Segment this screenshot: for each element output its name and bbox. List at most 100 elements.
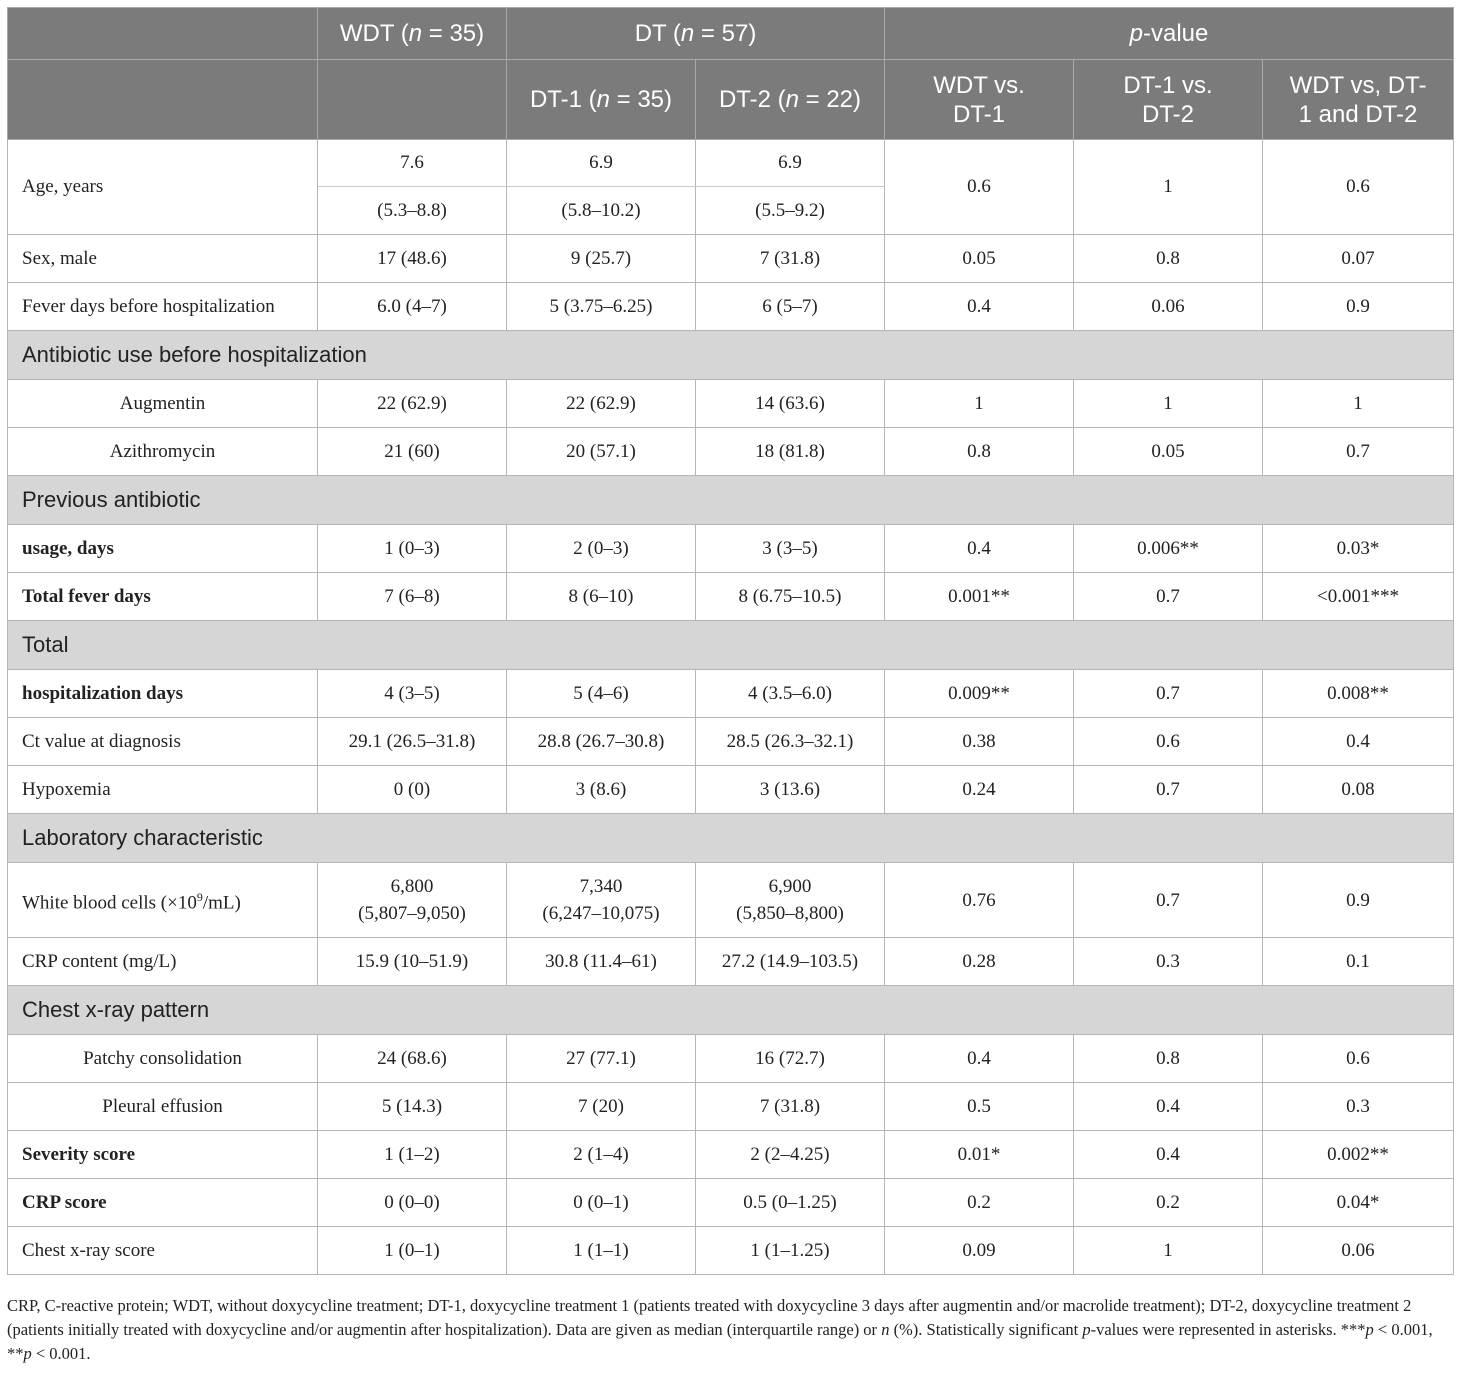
table-row: hospitalization days 4 (3–5) 5 (4–6) 4 (… xyxy=(7,669,1454,718)
cell: 0.9 xyxy=(1262,282,1454,331)
cell: 0.4 xyxy=(884,524,1074,573)
cell: 0.05 xyxy=(1073,427,1263,476)
section-row: Previous antibiotic xyxy=(7,475,1454,525)
cell-age-p2: 1 xyxy=(1073,139,1263,235)
cell: 17 (48.6) xyxy=(317,234,507,283)
cell: 0.7 xyxy=(1073,572,1263,621)
cell: 0.3 xyxy=(1073,937,1263,986)
header-wdt: WDT (n = 35) xyxy=(317,7,507,60)
header-blank-3 xyxy=(317,59,507,140)
cell: 24 (68.6) xyxy=(317,1034,507,1083)
cell: 0.009** xyxy=(884,669,1074,718)
cell: 2 (2–4.25) xyxy=(695,1130,885,1179)
cell: 8 (6–10) xyxy=(506,572,696,621)
cell: 0.3 xyxy=(1262,1082,1454,1131)
cell: 0.28 xyxy=(884,937,1074,986)
section-heading-lab: Laboratory characteristic xyxy=(7,813,1454,863)
cell: 28.8 (26.7–30.8) xyxy=(506,717,696,766)
cell: 0.04* xyxy=(1262,1178,1454,1227)
table-row: Hypoxemia 0 (0) 3 (8.6) 3 (13.6) 0.24 0.… xyxy=(7,765,1454,814)
header-p-dt1-dt2: DT-1 vs. DT-2 xyxy=(1073,59,1263,140)
cell: 0.05 xyxy=(884,234,1074,283)
section-row: Total xyxy=(7,620,1454,670)
cell-age-p1: 0.6 xyxy=(884,139,1074,235)
row-label: CRP content (mg/L) xyxy=(7,937,318,986)
row-label: Azithromycin xyxy=(7,427,318,476)
cell: 29.1 (26.5–31.8) xyxy=(317,717,507,766)
cell: 27.2 (14.9–103.5) xyxy=(695,937,885,986)
table-row: Augmentin 22 (62.9) 22 (62.9) 14 (63.6) … xyxy=(7,379,1454,428)
cell: 0.7 xyxy=(1262,427,1454,476)
header-p-wdt-dt1: WDT vs. DT-1 xyxy=(884,59,1074,140)
row-label: Total fever days xyxy=(7,572,318,621)
row-label: Fever days before hospitalization xyxy=(7,282,318,331)
cell: 8 (6.75–10.5) xyxy=(695,572,885,621)
cell: 0.002** xyxy=(1262,1130,1454,1179)
cell: 0.5 xyxy=(884,1082,1074,1131)
cell: 9 (25.7) xyxy=(506,234,696,283)
cell: 0.03* xyxy=(1262,524,1454,573)
row-label: CRP score xyxy=(7,1178,318,1227)
cell-age-dt1-median: 6.9 xyxy=(506,139,696,187)
row-label: Severity score xyxy=(7,1130,318,1179)
row-label-wbc: White blood cells (×109/mL) xyxy=(7,862,318,938)
cell: 16 (72.7) xyxy=(695,1034,885,1083)
cell: 6.0 (4–7) xyxy=(317,282,507,331)
cell: 0.8 xyxy=(1073,234,1263,283)
cell: 0.76 xyxy=(884,862,1074,938)
cell-age-p3: 0.6 xyxy=(1262,139,1454,235)
cell: 15.9 (10–51.9) xyxy=(317,937,507,986)
row-label: hospitalization days xyxy=(7,669,318,718)
cell: 22 (62.9) xyxy=(317,379,507,428)
section-heading-antibiotic: Antibiotic use before hospitalization xyxy=(7,330,1454,380)
section-row: Antibiotic use before hospitalization xyxy=(7,330,1454,380)
cell: 0.4 xyxy=(1073,1130,1263,1179)
cell: 22 (62.9) xyxy=(506,379,696,428)
cell: 30.8 (11.4–61) xyxy=(506,937,696,986)
cell: 3 (3–5) xyxy=(695,524,885,573)
cell: 0.9 xyxy=(1262,862,1454,938)
cell: 1 (0–1) xyxy=(317,1226,507,1275)
cell: 0.24 xyxy=(884,765,1074,814)
cell: 2 (1–4) xyxy=(506,1130,696,1179)
cell: 6,800 (5,807–9,050) xyxy=(317,862,507,938)
cell: 1 (1–2) xyxy=(317,1130,507,1179)
cell: 0 (0–1) xyxy=(506,1178,696,1227)
row-label: Hypoxemia xyxy=(7,765,318,814)
cell: 0.006** xyxy=(1073,524,1263,573)
row-label: Sex, male xyxy=(7,234,318,283)
cell: 7 (20) xyxy=(506,1082,696,1131)
header-pvalue: p-value xyxy=(884,7,1454,60)
header-dt1: DT-1 (n = 35) xyxy=(506,59,696,140)
header-dt2: DT-2 (n = 22) xyxy=(695,59,885,140)
cell-age-dt2-median: 6.9 xyxy=(695,139,885,187)
row-label: Pleural effusion xyxy=(7,1082,318,1131)
cell: 1 xyxy=(884,379,1074,428)
section-heading-previous: Previous antibiotic xyxy=(7,475,1454,525)
cell: 1 xyxy=(1262,379,1454,428)
table-row: Ct value at diagnosis 29.1 (26.5–31.8) 2… xyxy=(7,717,1454,766)
table-row: Pleural effusion 5 (14.3) 7 (20) 7 (31.8… xyxy=(7,1082,1454,1131)
cell: 6,900 (5,850–8,800) xyxy=(695,862,885,938)
table-row: Azithromycin 21 (60) 20 (57.1) 18 (81.8)… xyxy=(7,427,1454,476)
header-blank-2 xyxy=(7,59,318,140)
section-heading-total: Total xyxy=(7,620,1454,670)
cell: 1 (1–1.25) xyxy=(695,1226,885,1275)
cell: 2 (0–3) xyxy=(506,524,696,573)
cell: 1 (1–1) xyxy=(506,1226,696,1275)
table-row: White blood cells (×109/mL) 6,800 (5,807–… xyxy=(7,862,1454,938)
table-row: Total fever days 7 (6–8) 8 (6–10) 8 (6.7… xyxy=(7,572,1454,621)
row-label: Augmentin xyxy=(7,379,318,428)
cell: 0 (0–0) xyxy=(317,1178,507,1227)
cell-age-dt2-iqr: (5.5–9.2) xyxy=(695,186,885,235)
cell: 7 (31.8) xyxy=(695,1082,885,1131)
cell: 7,340 (6,247–10,075) xyxy=(506,862,696,938)
cell: 27 (77.1) xyxy=(506,1034,696,1083)
cell: 0 (0) xyxy=(317,765,507,814)
cell: 20 (57.1) xyxy=(506,427,696,476)
cell: 0.1 xyxy=(1262,937,1454,986)
cell-age-wdt-median: 7.6 xyxy=(317,139,507,187)
cell: 3 (8.6) xyxy=(506,765,696,814)
cell: <0.001*** xyxy=(1262,572,1454,621)
cell: 5 (4–6) xyxy=(506,669,696,718)
